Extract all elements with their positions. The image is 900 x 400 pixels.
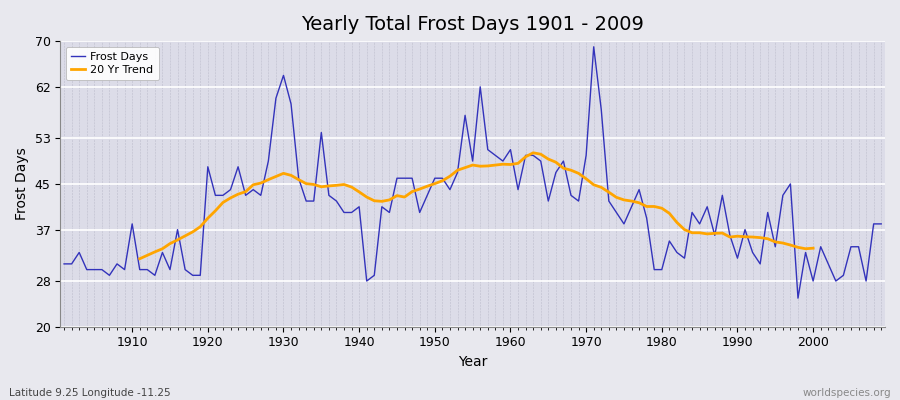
20 Yr Trend xyxy=(611,195,622,200)
Frost Days xyxy=(793,296,804,300)
20 Yr Trend xyxy=(225,196,236,200)
Frost Days xyxy=(58,262,69,266)
20 Yr Trend xyxy=(785,243,796,248)
20 Yr Trend xyxy=(527,150,538,155)
Frost Days xyxy=(505,147,516,152)
Line: 20 Yr Trend: 20 Yr Trend xyxy=(140,153,813,259)
Frost Days xyxy=(876,222,886,226)
20 Yr Trend xyxy=(134,256,145,261)
Legend: Frost Days, 20 Yr Trend: Frost Days, 20 Yr Trend xyxy=(66,47,159,80)
Frost Days xyxy=(119,267,130,272)
Line: Frost Days: Frost Days xyxy=(64,47,881,298)
Text: Latitude 9.25 Longitude -11.25: Latitude 9.25 Longitude -11.25 xyxy=(9,388,171,398)
20 Yr Trend xyxy=(717,231,728,236)
Frost Days xyxy=(331,199,342,204)
Y-axis label: Frost Days: Frost Days xyxy=(15,148,29,220)
Frost Days xyxy=(603,199,614,204)
Frost Days xyxy=(285,102,296,106)
Title: Yearly Total Frost Days 1901 - 2009: Yearly Total Frost Days 1901 - 2009 xyxy=(302,15,644,34)
Frost Days xyxy=(589,44,599,49)
X-axis label: Year: Year xyxy=(458,355,487,369)
20 Yr Trend xyxy=(807,246,818,250)
20 Yr Trend xyxy=(338,182,349,187)
Frost Days xyxy=(498,159,508,164)
Text: worldspecies.org: worldspecies.org xyxy=(803,388,891,398)
20 Yr Trend xyxy=(702,232,713,236)
